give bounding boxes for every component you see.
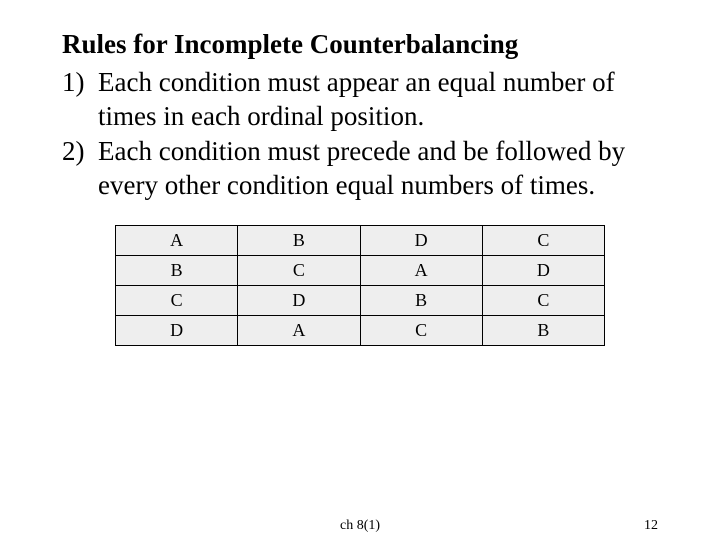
table-cell: C [360, 315, 482, 345]
table-row: D A C B [116, 315, 605, 345]
list-text: Each condition must precede and be follo… [98, 135, 658, 203]
table-cell: A [238, 315, 360, 345]
slide-title: Rules for Incomplete Counterbalancing [62, 28, 658, 62]
table-cell: C [482, 225, 604, 255]
slide: Rules for Incomplete Counterbalancing 1)… [0, 0, 720, 540]
table-cell: D [116, 315, 238, 345]
page-number: 12 [644, 518, 658, 534]
list-number: 1) [62, 66, 98, 134]
table-row: A B D C [116, 225, 605, 255]
table-cell: C [116, 285, 238, 315]
table-cell: B [116, 255, 238, 285]
table-cell: A [360, 255, 482, 285]
table-cell: D [238, 285, 360, 315]
list-number: 2) [62, 135, 98, 203]
table-cell: B [360, 285, 482, 315]
table-cell: C [482, 285, 604, 315]
list-text: Each condition must appear an equal numb… [98, 66, 658, 134]
table-cell: B [482, 315, 604, 345]
counterbalancing-table-wrap: A B D C B C A D C D B C D A C B [115, 225, 605, 346]
footer-center-text: ch 8(1) [340, 518, 380, 534]
list-item: 2) Each condition must precede and be fo… [62, 135, 658, 203]
table-cell: D [482, 255, 604, 285]
table-cell: B [238, 225, 360, 255]
table-cell: C [238, 255, 360, 285]
table-cell: A [116, 225, 238, 255]
counterbalancing-table: A B D C B C A D C D B C D A C B [115, 225, 605, 346]
list-item: 1) Each condition must appear an equal n… [62, 66, 658, 134]
table-row: C D B C [116, 285, 605, 315]
table-row: B C A D [116, 255, 605, 285]
table-cell: D [360, 225, 482, 255]
rules-list: 1) Each condition must appear an equal n… [62, 66, 658, 203]
